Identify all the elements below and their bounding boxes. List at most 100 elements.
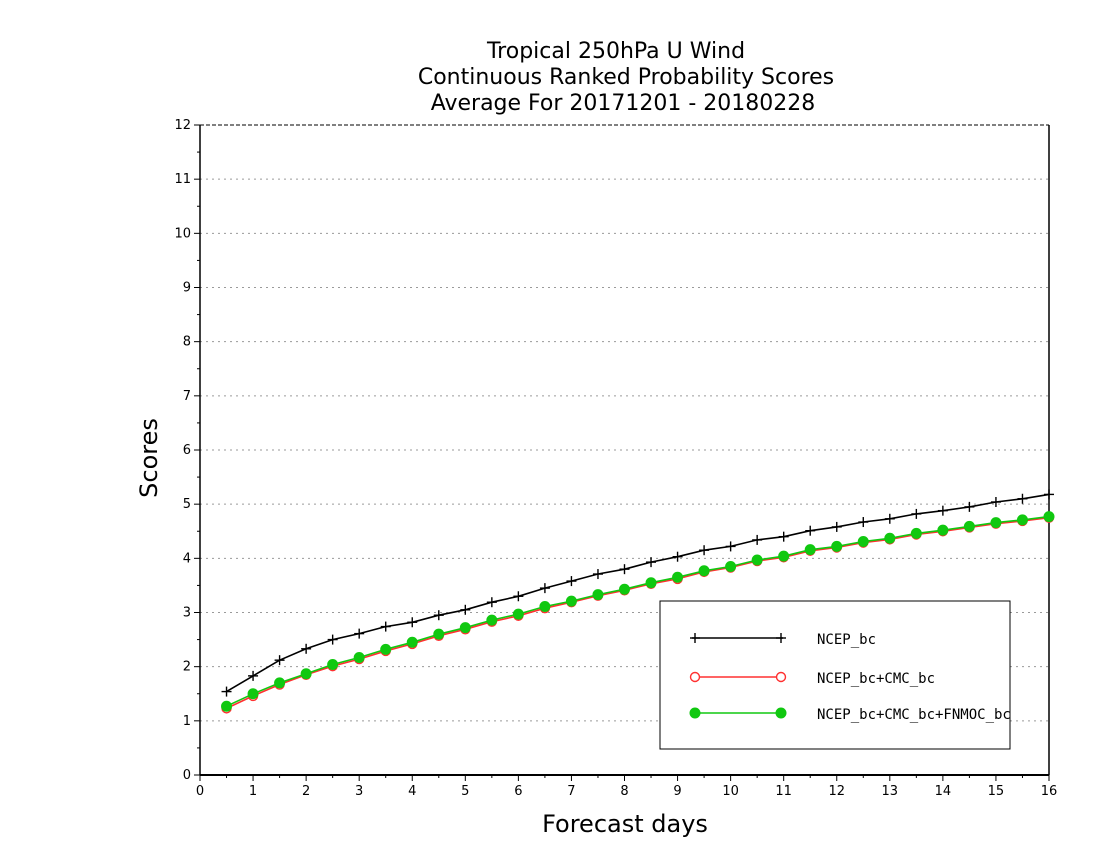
y-tick-label-7: 7 [183,389,191,404]
data-point [301,643,312,654]
data-point [858,517,869,528]
x-tick-label-12: 12 [828,784,845,799]
y-tick-label-0: 0 [183,768,191,783]
data-point [221,700,233,712]
data-point [274,677,286,689]
title-line-1: Tropical 250hPa U Wind [486,39,745,64]
data-point [1044,489,1054,500]
x-tick-label-4: 4 [408,784,416,799]
data-point [380,643,392,655]
data-point [274,655,285,666]
x-tick-label-11: 11 [775,784,792,799]
data-point [459,622,471,634]
data-point [592,569,603,580]
data-point [406,636,418,648]
legend-marker-end [776,633,786,643]
data-point [300,668,312,680]
data-point [751,554,763,566]
data-point [805,525,816,536]
legend-marker-start [689,671,701,683]
data-point [592,589,604,601]
chart-title: Tropical 250hPa U Wind Continuous Ranked… [418,39,834,116]
data-point [725,541,736,552]
data-point [565,595,577,607]
data-point [433,610,444,621]
title-line-2: Continuous Ranked Probability Scores [418,65,834,90]
data-point [964,501,975,512]
data-point [937,524,949,536]
data-point [247,688,259,700]
y-tick-label-10: 10 [174,226,191,241]
data-point [619,583,630,595]
data-point [221,686,232,697]
data-point [831,521,842,532]
x-tick-label-5: 5 [461,784,469,799]
data-point [1043,511,1055,523]
x-tick-label-14: 14 [935,784,952,799]
legend-label-1: NCEP_bc+CMC_bc [817,671,935,687]
series-lines [221,489,1055,714]
legend-label-0: NCEP_bc [817,632,876,648]
data-point [433,628,445,640]
series-line-0 [226,493,1050,693]
x-tick-label-3: 3 [355,784,363,799]
legend-marker-start [689,707,701,719]
data-point [990,497,1001,507]
y-tick-label-9: 9 [183,281,191,296]
data-point [407,617,418,628]
data-point [1016,514,1028,526]
data-point [910,527,922,539]
x-tick-label-6: 6 [514,784,522,799]
data-point [353,651,365,663]
data-point [1017,493,1028,504]
series-0 [221,489,1054,697]
data-point [539,583,550,594]
data-point [752,534,763,545]
data-point [380,621,391,632]
x-tick-label-13: 13 [882,784,899,799]
data-point [354,628,365,639]
data-point [513,591,524,602]
data-point [512,608,524,620]
x-tick-label-10: 10 [722,784,739,799]
data-point [646,557,657,568]
data-point [327,634,338,645]
y-tick-label-5: 5 [183,497,191,512]
legend-marker-start [690,633,700,643]
data-point [778,531,789,542]
data-point [672,571,684,583]
data-point [911,508,922,519]
y-tick-label-4: 4 [183,551,191,566]
y-tick-label-6: 6 [183,443,191,458]
y-tick-label-1: 1 [183,714,191,729]
data-point [698,565,710,577]
data-point [645,577,657,589]
data-point [937,505,948,516]
data-point [699,545,710,556]
legend-box [659,600,1011,750]
series-2 [221,511,1055,712]
legend-entry-2: NCEP_bc+CMC_bc+FNMOC_bc [689,707,1011,723]
data-point [539,601,551,613]
data-point [327,659,339,670]
data-point [857,536,869,548]
data-point [619,564,630,575]
data-point [725,560,737,572]
legend-marker-end [775,707,787,719]
x-tick-label-16: 16 [1041,784,1058,799]
data-point [831,540,843,552]
x-axis-title: Forecast days [542,810,708,838]
data-point [566,576,577,587]
x-tick-label-1: 1 [249,784,257,799]
data-point [486,614,498,626]
y-axis-title: Scores [135,418,163,498]
data-point [963,520,975,532]
data-point [486,597,497,608]
data-point [778,550,790,562]
x-tick-label-9: 9 [673,784,681,799]
legend-entry-1: NCEP_bc+CMC_bc [689,671,935,687]
data-point [804,544,816,556]
legend-marker-end [775,671,787,683]
